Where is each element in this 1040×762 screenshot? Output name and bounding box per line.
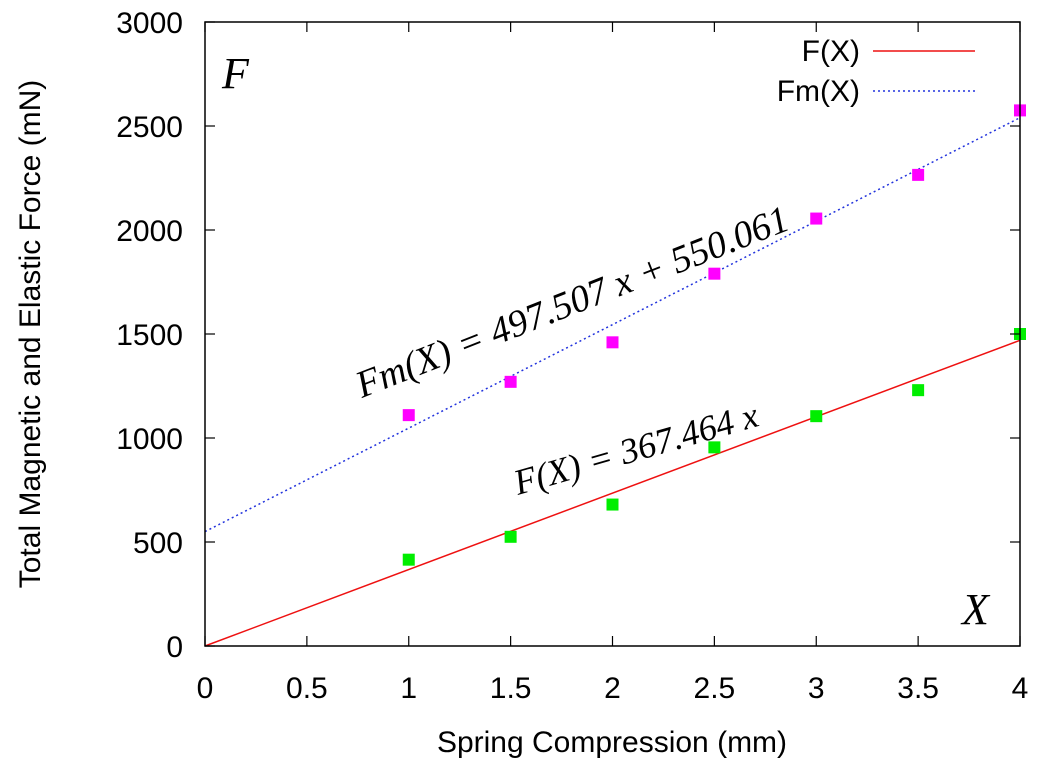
y-tick-label: 1500 bbox=[116, 319, 183, 352]
y-tick-label: 1000 bbox=[116, 423, 183, 456]
green-data-point bbox=[912, 384, 925, 397]
x-tick-label: 4 bbox=[1012, 672, 1029, 705]
y-tick-label: 3000 bbox=[116, 7, 183, 40]
green-data-point bbox=[504, 530, 517, 543]
x-axis-title: Spring Compression (mm) bbox=[437, 726, 787, 759]
y-tick-label: 2000 bbox=[116, 215, 183, 248]
y-tick-label: 2500 bbox=[116, 111, 183, 144]
x-tick-label: 1.5 bbox=[490, 672, 532, 705]
magenta-data-point bbox=[402, 409, 415, 422]
magenta-data-point bbox=[810, 212, 823, 225]
green-data-point bbox=[402, 553, 415, 566]
plot-frame bbox=[204, 21, 1021, 647]
y-axis-title: Total Magnetic and Elastic Force (mN) bbox=[14, 80, 47, 589]
magenta-data-point bbox=[912, 168, 925, 181]
x-tick-label: 2.5 bbox=[694, 672, 736, 705]
x-tick-label: 0 bbox=[197, 672, 214, 705]
y-tick-label: 500 bbox=[133, 527, 183, 560]
plot-area bbox=[204, 104, 1026, 647]
x-tick-label: 2 bbox=[604, 672, 621, 705]
x-tick-label: 0.5 bbox=[286, 672, 328, 705]
x-tick-label: 1 bbox=[400, 672, 417, 705]
green-data-point bbox=[606, 498, 619, 511]
f-equation-label: F(X) = 367.464 x bbox=[508, 395, 762, 503]
y-tick-label: 0 bbox=[166, 631, 183, 664]
fm-equation-label: Fm(X) = 497.507 x + 550.061 bbox=[349, 198, 795, 407]
magenta-data-point bbox=[504, 375, 517, 388]
green-data-point bbox=[708, 441, 721, 454]
magenta-data-point bbox=[708, 267, 721, 280]
magenta-data-point bbox=[606, 336, 619, 349]
x-tick-label: 3.5 bbox=[897, 672, 939, 705]
y-axis-symbol: F bbox=[221, 49, 250, 98]
legend-label-fm: Fm(X) bbox=[777, 75, 860, 108]
x-tick-label: 3 bbox=[808, 672, 825, 705]
legend-label-f: F(X) bbox=[802, 35, 860, 68]
x-axis-symbol: X bbox=[960, 585, 991, 634]
axis-ticks: 0 0.5 1 1.5 2 2.5 3 3.5 4 0 500 1000 1500 2000 2500 300… bbox=[116, 7, 1028, 705]
legend: F(X) Fm(X) bbox=[777, 35, 975, 108]
green-data-point bbox=[810, 410, 823, 423]
fit-line-fm-x bbox=[204, 116, 1021, 533]
fit-line-f-x bbox=[204, 339, 1021, 647]
